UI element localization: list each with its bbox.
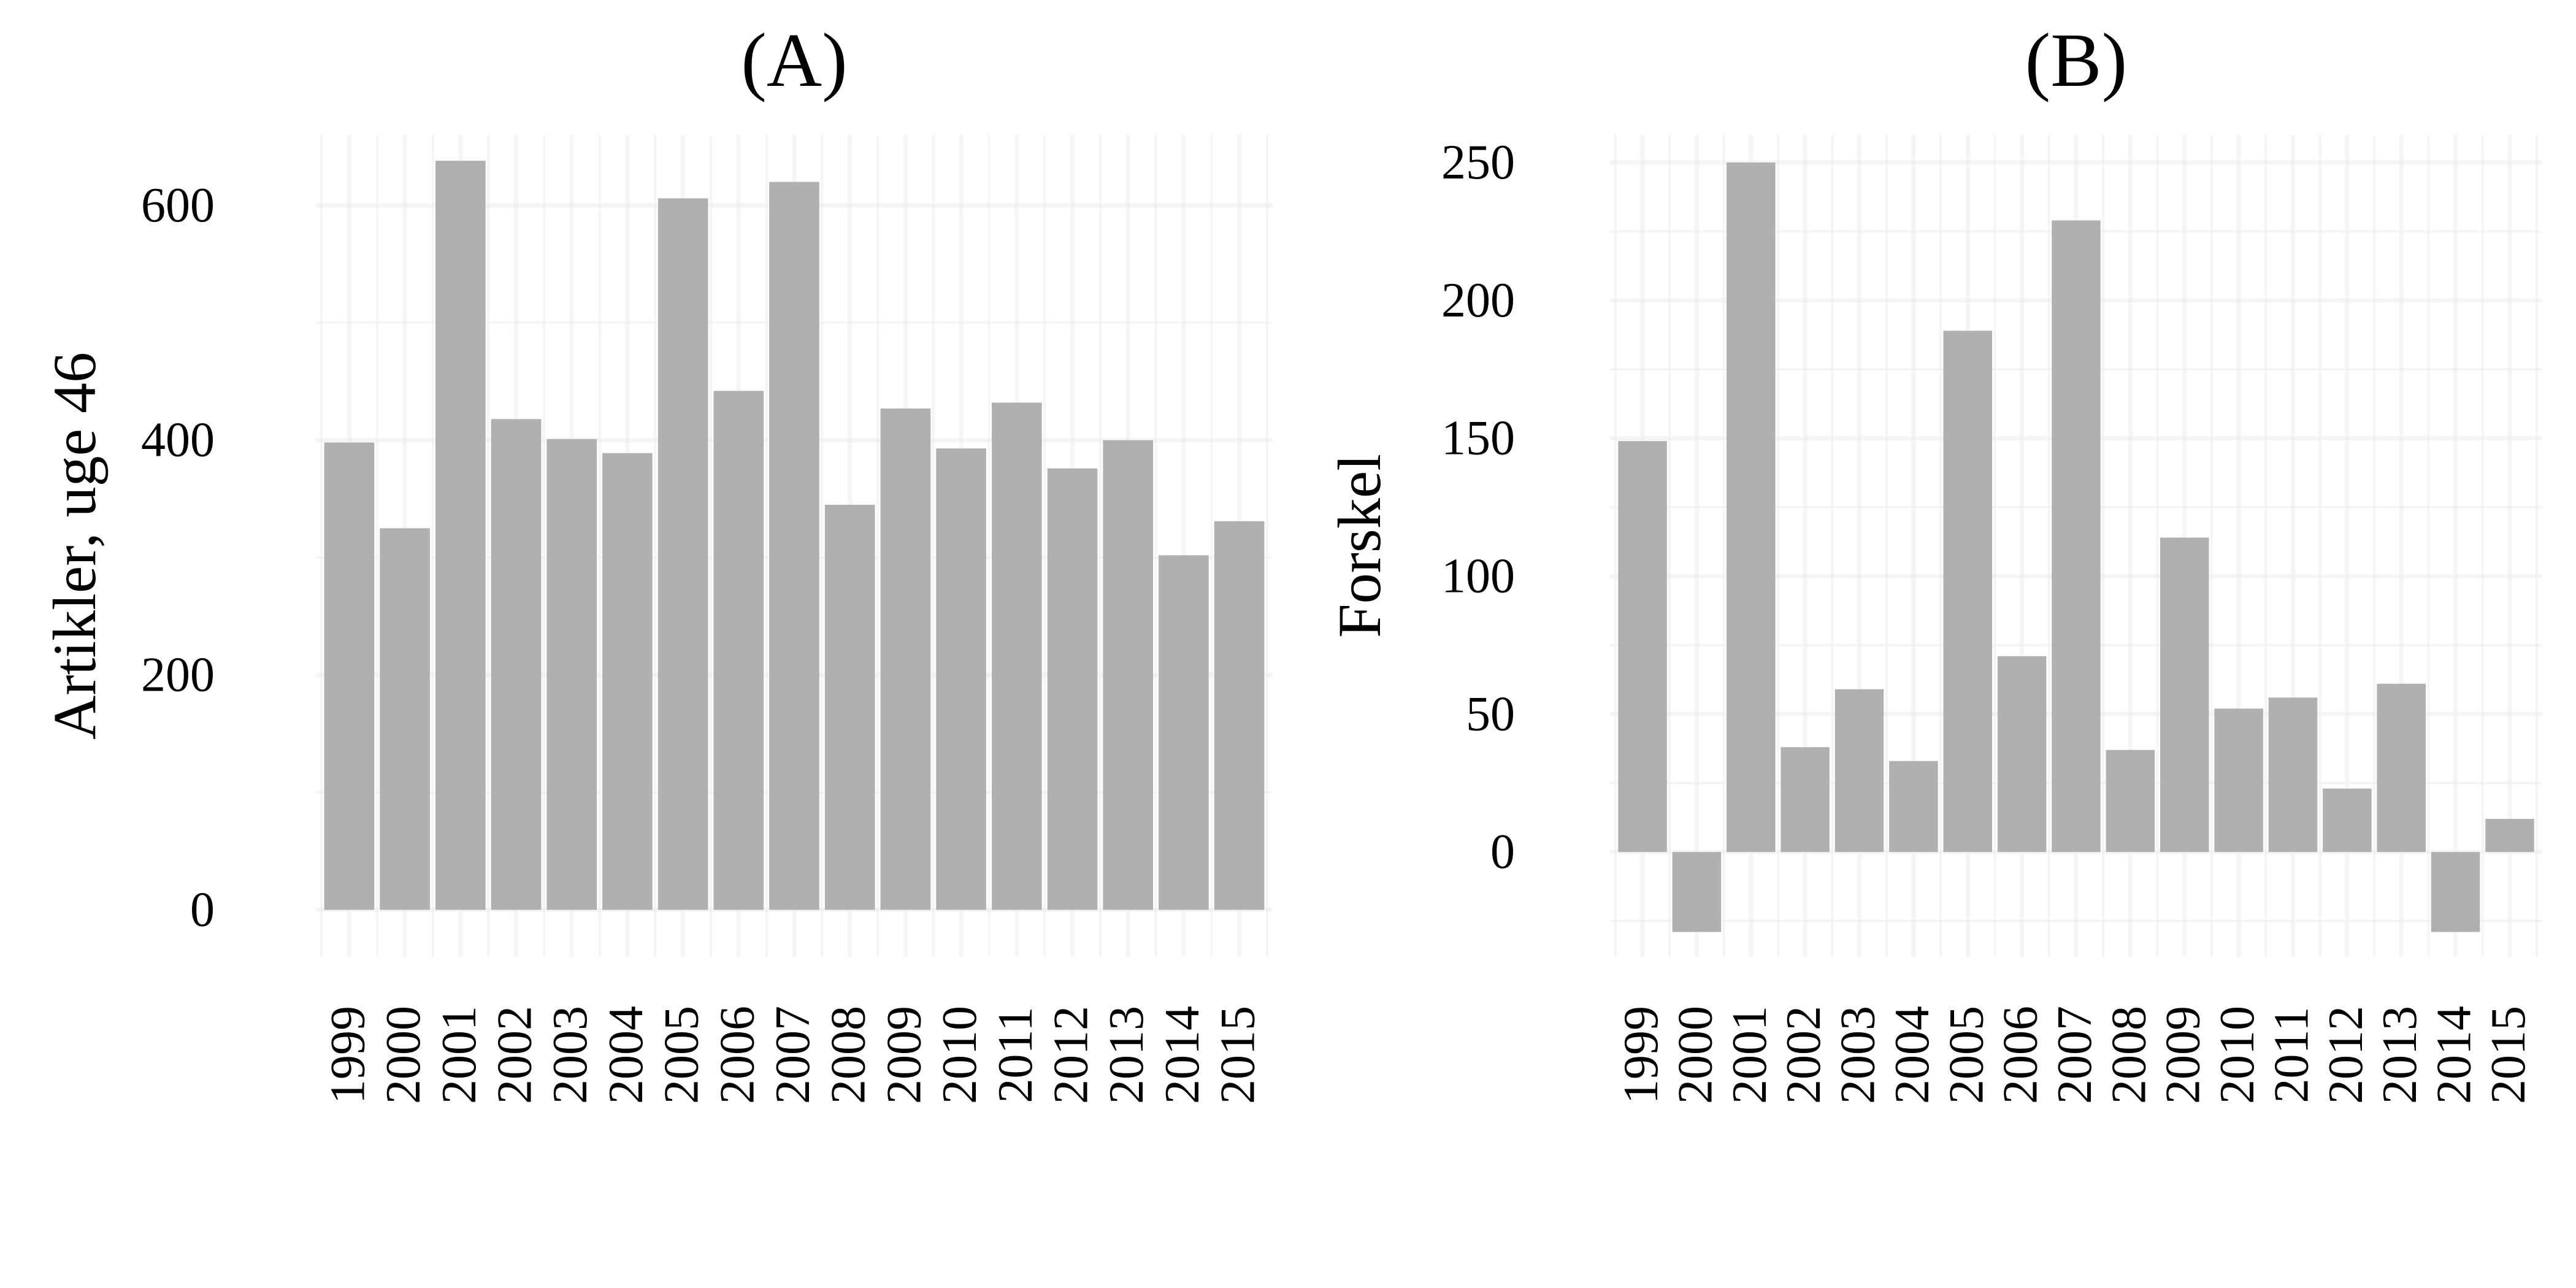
bar-2010 (2214, 708, 2263, 853)
bar-2005 (657, 198, 708, 910)
x-tick-label: 2010 (933, 1006, 987, 1104)
bar-2015 (1214, 521, 1265, 910)
x-tick-label: 2002 (1777, 1006, 1831, 1104)
y-tick-label: 600 (141, 178, 215, 232)
bar-2015 (2485, 819, 2534, 853)
y-tick-label: 200 (1441, 274, 1515, 328)
x-tick-label: 1999 (1614, 1006, 1668, 1104)
bar-2001 (435, 161, 486, 910)
bar-2002 (491, 419, 542, 910)
x-tick-label: 2009 (2156, 1006, 2210, 1104)
bars (1618, 162, 2534, 932)
y-tick-label: 50 (1466, 687, 1515, 741)
bar-2000 (1672, 852, 1722, 932)
y-tick-label: 250 (1441, 136, 1515, 190)
bar-2012 (1047, 468, 1098, 910)
panel-title: (A) (741, 18, 848, 103)
y-axis-label: Forskel (1325, 454, 1393, 638)
bar-2006 (1997, 656, 2047, 853)
x-tick-label: 2013 (1100, 1006, 1154, 1104)
x-tick-label: 2007 (2048, 1006, 2102, 1104)
x-tick-label: 2014 (1156, 1006, 1209, 1104)
bar-2003 (546, 439, 597, 910)
x-tick-label: 2010 (2210, 1006, 2264, 1104)
bar-2000 (380, 528, 430, 910)
bar-2004 (602, 453, 653, 910)
bar-2014 (2431, 852, 2480, 932)
bar-2002 (1781, 747, 1830, 853)
bar-2003 (1834, 689, 1884, 853)
x-tick-label: 2007 (766, 1006, 820, 1104)
x-tick-label: 2004 (599, 1006, 653, 1104)
bar-1999 (324, 442, 375, 910)
bar-2007 (2052, 220, 2101, 853)
bar-2005 (1943, 331, 1993, 853)
bar-2011 (2268, 697, 2318, 853)
x-tick-label: 2003 (543, 1006, 597, 1104)
x-tick-label: 2014 (2428, 1006, 2482, 1104)
x-tick-label: 2012 (1044, 1006, 1098, 1104)
bar-1999 (1618, 441, 1667, 853)
bar-2010 (936, 448, 986, 910)
bar-2009 (2160, 537, 2209, 853)
y-tick-label: 200 (141, 648, 215, 702)
x-tick-label: 2005 (655, 1006, 709, 1104)
x-tick-label: 2015 (1211, 1006, 1265, 1104)
bar-2004 (1889, 761, 1938, 853)
bars (324, 161, 1265, 910)
y-tick-label: 0 (190, 883, 215, 937)
bar-2007 (769, 182, 819, 910)
x-tick-label: 2006 (710, 1006, 764, 1104)
y-tick-label: 150 (1441, 412, 1515, 466)
x-tick-label: 2006 (1994, 1006, 2048, 1104)
x-tick-label: 2012 (2319, 1006, 2373, 1104)
x-tick-label: 2015 (2482, 1006, 2536, 1104)
y-tick-label: 0 (1490, 825, 1515, 879)
x-tick-label: 2005 (1939, 1006, 1993, 1104)
bar-2006 (713, 391, 764, 910)
panel-title: (B) (2025, 18, 2128, 103)
bar-2009 (880, 408, 931, 910)
y-tick-label: 100 (1441, 549, 1515, 603)
x-tick-label: 2004 (1885, 1006, 1939, 1104)
x-tick-label: 2001 (1723, 1006, 1777, 1104)
x-tick-label: 2009 (877, 1006, 931, 1104)
x-tick-label: 2011 (989, 1006, 1043, 1103)
x-tick-label: 2000 (1668, 1006, 1722, 1104)
x-tick-label: 1999 (321, 1006, 375, 1104)
x-tick-label: 2000 (377, 1006, 431, 1104)
x-tick-label: 2003 (1831, 1006, 1885, 1104)
bar-2008 (824, 505, 875, 910)
x-tick-label: 2011 (2264, 1006, 2318, 1103)
y-axis-label: Artikler, uge 46 (40, 352, 109, 740)
x-tick-label: 2008 (822, 1006, 876, 1104)
bar-2013 (1103, 440, 1153, 910)
x-tick-label: 2013 (2373, 1006, 2427, 1104)
bar-2001 (1727, 162, 1776, 853)
bar-2012 (2323, 788, 2372, 853)
bar-2013 (2377, 683, 2426, 853)
bar-2011 (991, 402, 1042, 910)
y-tick-label: 400 (141, 413, 215, 467)
x-tick-label: 2002 (488, 1006, 542, 1104)
bar-2014 (1159, 555, 1209, 910)
x-tick-label: 2008 (2102, 1006, 2156, 1104)
bar-2008 (2106, 749, 2155, 853)
x-tick-label: 2001 (432, 1006, 486, 1104)
